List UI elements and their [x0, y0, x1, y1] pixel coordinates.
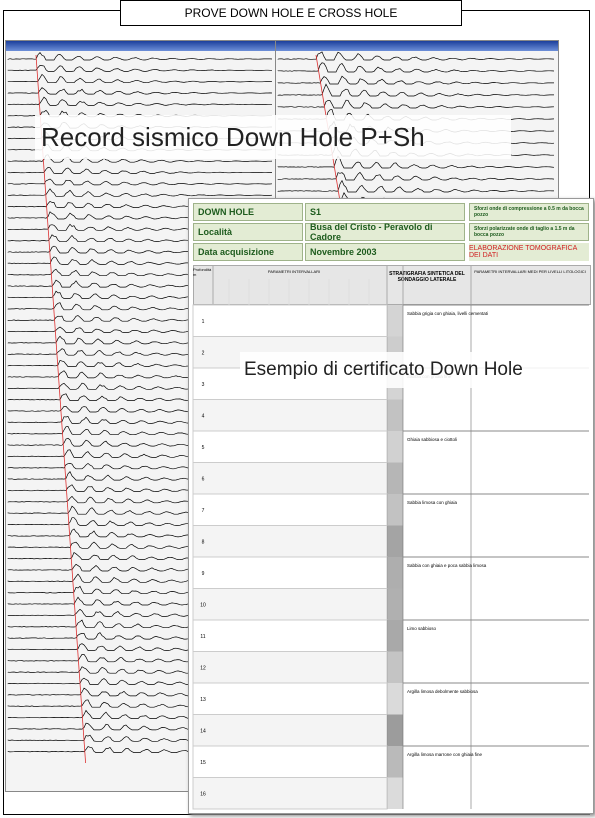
row [192, 682, 388, 715]
page-title: PROVE DOWN HOLE E CROSS HOLE [120, 0, 462, 26]
row [192, 619, 388, 652]
hatch [387, 399, 403, 431]
depth-label: 2 [202, 350, 205, 356]
depth-label: 4 [202, 413, 205, 419]
hatch [387, 431, 403, 463]
hatch [387, 494, 403, 526]
trace [7, 178, 273, 186]
trace [277, 62, 555, 73]
row [192, 777, 388, 810]
trace [7, 73, 273, 84]
hatch [387, 746, 403, 778]
row [192, 588, 388, 621]
layer-label: Limo sabbioso [407, 626, 437, 631]
depth-label: 15 [200, 760, 206, 766]
note: Sforzi polarizzate onde di taglio a 1.5 … [469, 223, 589, 241]
trace [7, 51, 273, 61]
row [192, 651, 388, 684]
note: Sforzi onde di compressione a 0.5 m da b… [469, 203, 589, 221]
depth-label: 12 [200, 665, 206, 671]
layer-label: Argilla limosa debolmente sabbiosa [407, 689, 478, 694]
row [192, 493, 388, 526]
depth-label: 6 [202, 476, 205, 482]
depth-label: 1 [202, 319, 205, 325]
depth-label: 16 [200, 791, 206, 797]
row [192, 462, 388, 495]
field-label: DOWN HOLE [193, 203, 303, 221]
trace [277, 51, 555, 61]
row [192, 745, 388, 778]
hatch [387, 557, 403, 589]
trace [277, 99, 555, 109]
depth-label: 8 [202, 539, 205, 545]
depth-label: 11 [200, 634, 205, 640]
row [192, 430, 388, 463]
trace [277, 171, 555, 181]
hatch [387, 714, 403, 746]
processing-label: ELABORAZIONE TOMOGRAFICA DEI DATI [469, 243, 589, 261]
title-bar [276, 41, 558, 51]
params-header: PARAMETRI INTERVALLARI [267, 269, 321, 274]
depth-label: 9 [202, 571, 205, 577]
table-header [193, 265, 591, 305]
depth-label: 14 [200, 728, 206, 734]
row [192, 399, 388, 432]
field-value: Busa del Cristo - Peravolo di Cadore [305, 222, 465, 242]
hatch [387, 305, 403, 337]
trace [7, 188, 273, 197]
trace [277, 75, 554, 85]
trace [7, 65, 272, 72]
field-value: S1 [305, 203, 465, 221]
depth-label: 5 [202, 445, 205, 451]
trace [7, 167, 273, 174]
depth-label: 3 [202, 382, 205, 388]
layer-label: Sabbia con ghiaia e poca sabbia limosa [407, 563, 487, 568]
trace [7, 96, 272, 106]
caption: Record sismico Down Hole P+Sh [35, 115, 511, 159]
hatch [387, 777, 403, 809]
hatch [387, 620, 403, 652]
hatch [387, 651, 403, 683]
layer-label: Sabbia limosa con ghiaia [407, 500, 458, 505]
layer-label: Sabbia grigia con ghiaia, livelli cement… [407, 311, 488, 316]
row [192, 714, 388, 747]
field-value: Novembre 2003 [305, 243, 465, 261]
layer-label: Ghiaia sabbiosa e ciottoli [407, 437, 457, 442]
depth-label: 7 [202, 508, 205, 514]
layer-label: Argilla limosa marrone con ghiaia fine [407, 752, 483, 757]
hatch [387, 525, 403, 557]
params-layer-header: PARAMETRI INTERVALLARI MEDI PER LIVELLI … [474, 269, 586, 274]
pick-line [35, 54, 86, 764]
trace [7, 87, 273, 95]
trace [277, 155, 555, 169]
depth-label: 10 [200, 602, 206, 608]
trace [277, 83, 555, 97]
caption: Esempio di certificato Down Hole [240, 352, 589, 388]
stratigraphy-header: STRATIGRAFIA SINTETICA DEL SONDAGGIO LAT… [389, 271, 465, 283]
certificate: DOWN HOLE S1 Località Busa del Cristo - … [188, 198, 594, 814]
row [192, 556, 388, 589]
depth-header: Profondità m [193, 267, 212, 277]
row [192, 304, 388, 337]
hatch [387, 462, 403, 494]
trace [277, 179, 554, 193]
field-label: Data acquisizione [193, 243, 303, 261]
row [192, 525, 388, 558]
hatch [387, 588, 403, 620]
hatch [387, 683, 403, 715]
field-label: Località [193, 223, 303, 241]
title-bar [6, 41, 276, 51]
depth-label: 13 [200, 697, 206, 703]
